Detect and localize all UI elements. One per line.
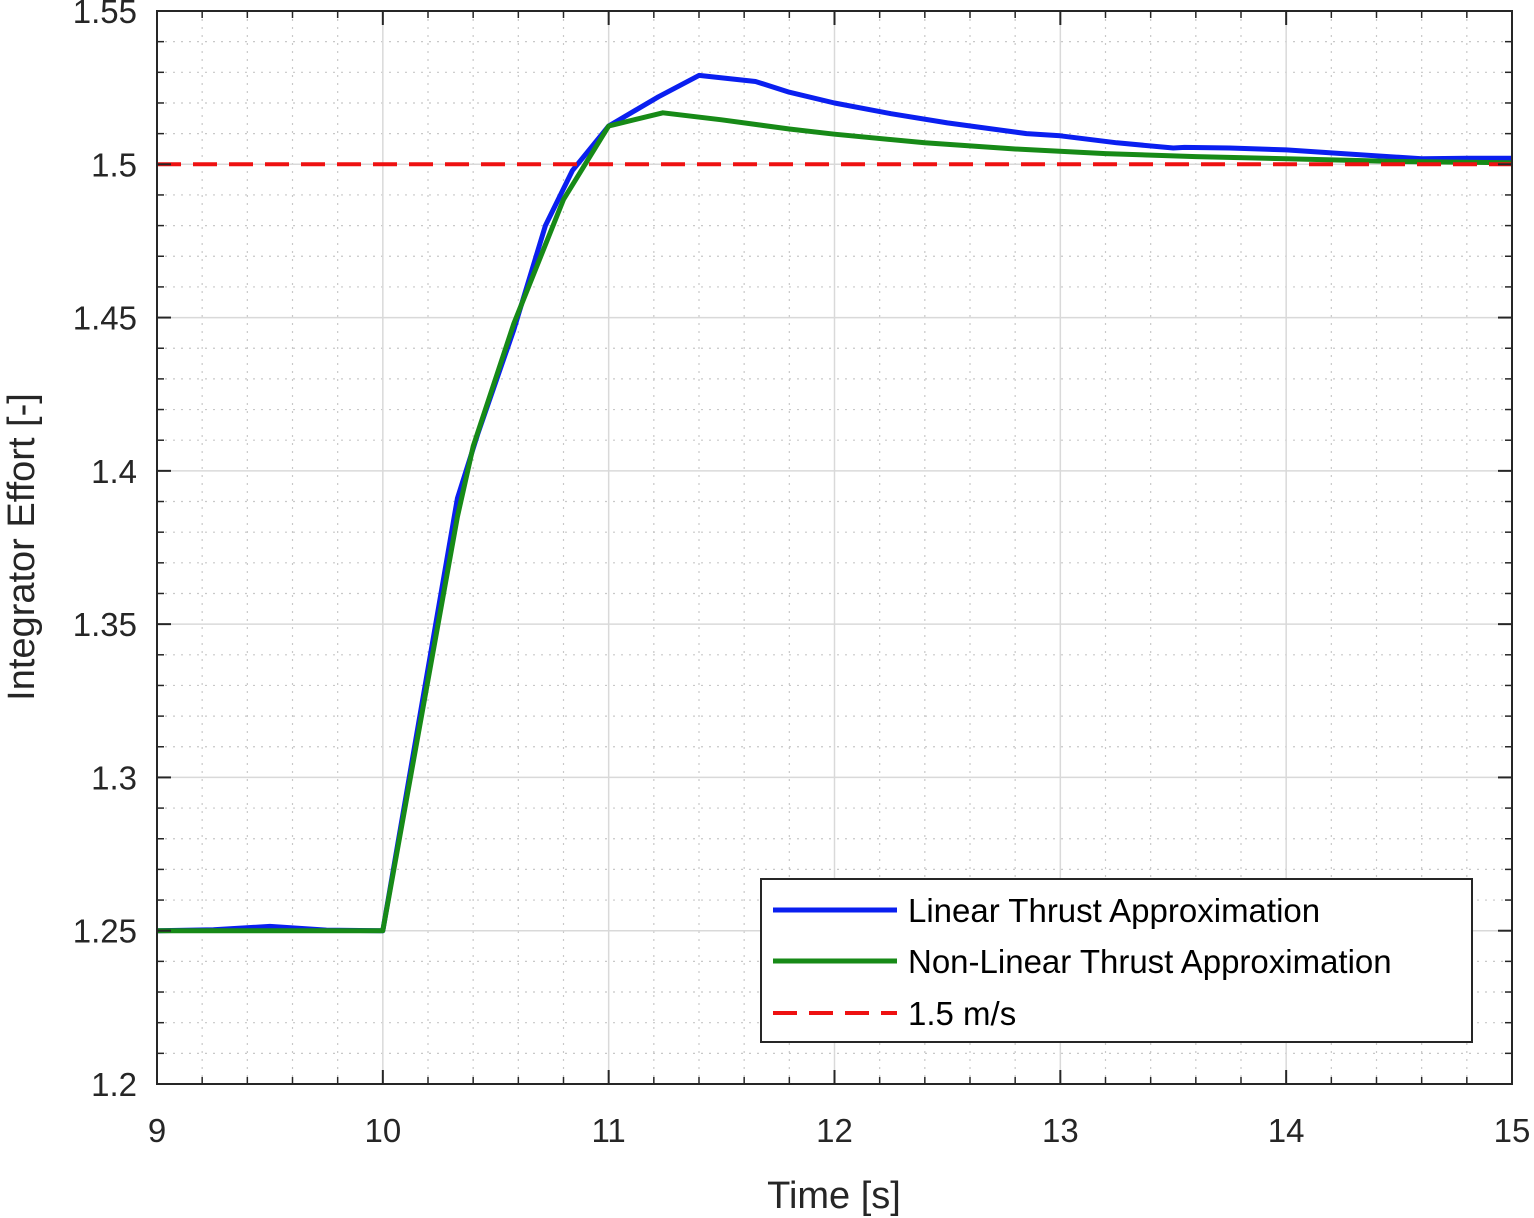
y-tick-label: 1.5 <box>91 146 137 183</box>
series-layer <box>156 72 1513 934</box>
y-tick-label: 1.4 <box>91 453 137 490</box>
legend: Linear Thrust Approximation Non-Linear T… <box>760 878 1473 1043</box>
x-tick-label: 13 <box>1042 1112 1079 1149</box>
x-tick-label: 12 <box>816 1112 853 1149</box>
y-axis-label: Integrator Effort [-] <box>1 393 43 701</box>
y-tick-label: 1.55 <box>73 0 137 30</box>
legend-label-nonlinear: Non-Linear Thrust Approximation <box>908 943 1392 980</box>
x-tick-label: 10 <box>364 1112 401 1149</box>
x-tick-label: 9 <box>148 1112 166 1149</box>
y-tick-label: 1.35 <box>73 606 137 643</box>
series-line-nonlinear <box>157 110 1513 934</box>
x-axis-label: Time [s] <box>767 1175 901 1217</box>
x-tick-labels: 9 10 11 12 13 14 15 <box>148 1112 1531 1149</box>
legend-label-linear: Linear Thrust Approximation <box>908 892 1320 929</box>
y-tick-label: 1.3 <box>91 759 137 796</box>
y-tick-label: 1.2 <box>91 1066 137 1103</box>
legend-label-reference: 1.5 m/s <box>908 995 1016 1032</box>
y-tick-label: 1.45 <box>73 300 137 337</box>
y-tick-label: 1.25 <box>73 913 137 950</box>
x-tick-label: 15 <box>1494 1112 1531 1149</box>
x-tick-label: 14 <box>1268 1112 1305 1149</box>
x-tick-label: 11 <box>592 1112 626 1149</box>
axis-ticks <box>156 10 1513 1085</box>
y-tick-labels: 1.2 1.25 1.3 1.35 1.4 1.45 1.5 1.55 <box>73 0 137 1103</box>
